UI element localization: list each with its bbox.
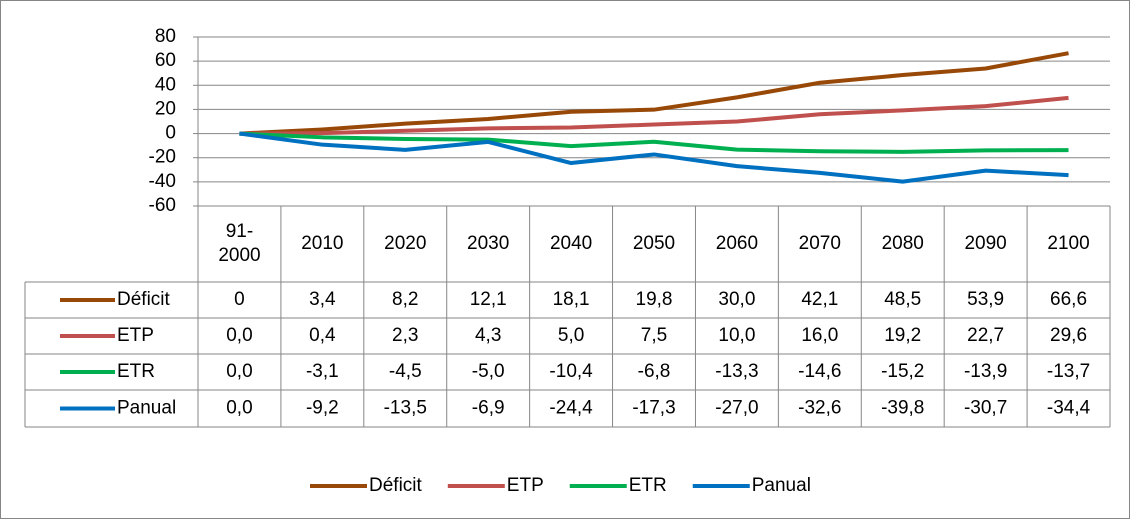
data-label: 10,0 [718,325,755,346]
legend-label: Déficit [369,475,423,496]
data-label: 0,0 [226,398,252,419]
data-label: 42,1 [801,289,838,310]
data-label: -5,0 [472,361,505,382]
series-line [239,95,1069,136]
data-label: 5,0 [558,325,584,346]
table-row-label: ETR [117,361,155,382]
data-label: 0 [234,289,245,310]
data-label: -10,4 [549,361,593,382]
y-tick-label: -20 [149,147,176,168]
x-tick-label: 2080 [881,233,924,254]
data-label: 7,5 [641,325,667,346]
data-label: 29,6 [1050,325,1087,346]
data-label: -39,8 [881,398,924,419]
x-tick-label: 2050 [632,233,676,254]
data-label: -14,6 [798,361,841,382]
data-label: -13,5 [384,398,427,419]
y-tick-label: -40 [149,171,176,192]
x-tick-label: 2060 [715,233,759,254]
x-tick-label: 2090 [964,233,1007,254]
y-tick-label: -60 [149,195,176,216]
data-label: 0,0 [226,325,252,346]
y-tick-label: 80 [155,26,176,47]
x-tick-label: 2010 [301,233,344,254]
data-label: 12,1 [470,289,507,310]
data-label: -13,9 [964,361,1007,382]
data-label: 8,2 [392,289,418,310]
legend-label: ETR [629,475,667,496]
y-tick-label: 40 [155,74,176,95]
data-label: 16,0 [801,325,838,346]
x-tick-label: 2030 [467,233,510,254]
data-label: -9,2 [306,398,339,419]
y-tick-label: 60 [155,50,176,71]
data-label: 30,0 [718,289,755,310]
data-label: -6,9 [472,398,505,419]
data-label: 18,1 [553,289,590,310]
data-label: -13,3 [715,361,758,382]
data-label: 48,5 [884,289,921,310]
data-label: 22,7 [967,325,1004,346]
data-label: 2,3 [392,325,418,346]
legend-label: ETP [507,475,544,496]
data-label: 3,4 [309,289,336,310]
legend-label: Panual [752,475,811,496]
data-label: 19,8 [636,289,673,310]
data-label: -27,0 [715,398,758,419]
data-label: -24,4 [549,398,593,419]
series-line [239,51,1069,136]
data-label: -32,6 [798,398,841,419]
data-label: -15,2 [881,361,924,382]
data-label: -6,8 [638,361,671,382]
data-label: 0,0 [226,361,252,382]
y-tick-label: 20 [155,98,176,119]
data-label: 53,9 [967,289,1004,310]
x-tick-label: 2070 [798,233,841,254]
x-tick-label: 2020 [384,233,427,254]
data-label: -3,1 [306,361,339,382]
data-label: -30,7 [964,398,1007,419]
y-tick-label: 0 [165,123,176,144]
x-tick-label: 91-2000 [218,221,261,266]
table-row-label: ETP [117,325,154,346]
x-tick-label: 2100 [1047,233,1090,254]
data-label: -17,3 [632,398,675,419]
data-label: 4,3 [475,325,501,346]
data-label: 19,2 [884,325,921,346]
data-label: 66,6 [1050,289,1087,310]
series-line [239,131,1069,184]
table-row-label: Panual [117,398,176,419]
data-label: -13,7 [1047,361,1090,382]
data-label: 0,4 [309,325,336,346]
x-tick-label: 2040 [549,233,593,254]
table-row-label: Déficit [117,289,171,310]
series-line [239,131,1069,154]
data-label: -4,5 [389,361,422,382]
data-label: -34,4 [1047,398,1091,419]
